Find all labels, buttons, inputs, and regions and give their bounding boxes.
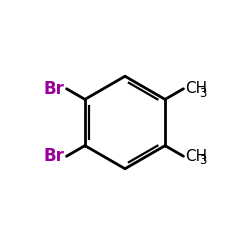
Text: 3: 3 (199, 86, 206, 100)
Text: Br: Br (44, 80, 64, 98)
Text: 3: 3 (199, 154, 206, 167)
Text: CH: CH (185, 81, 207, 96)
Text: CH: CH (185, 149, 207, 164)
Text: Br: Br (44, 147, 64, 165)
